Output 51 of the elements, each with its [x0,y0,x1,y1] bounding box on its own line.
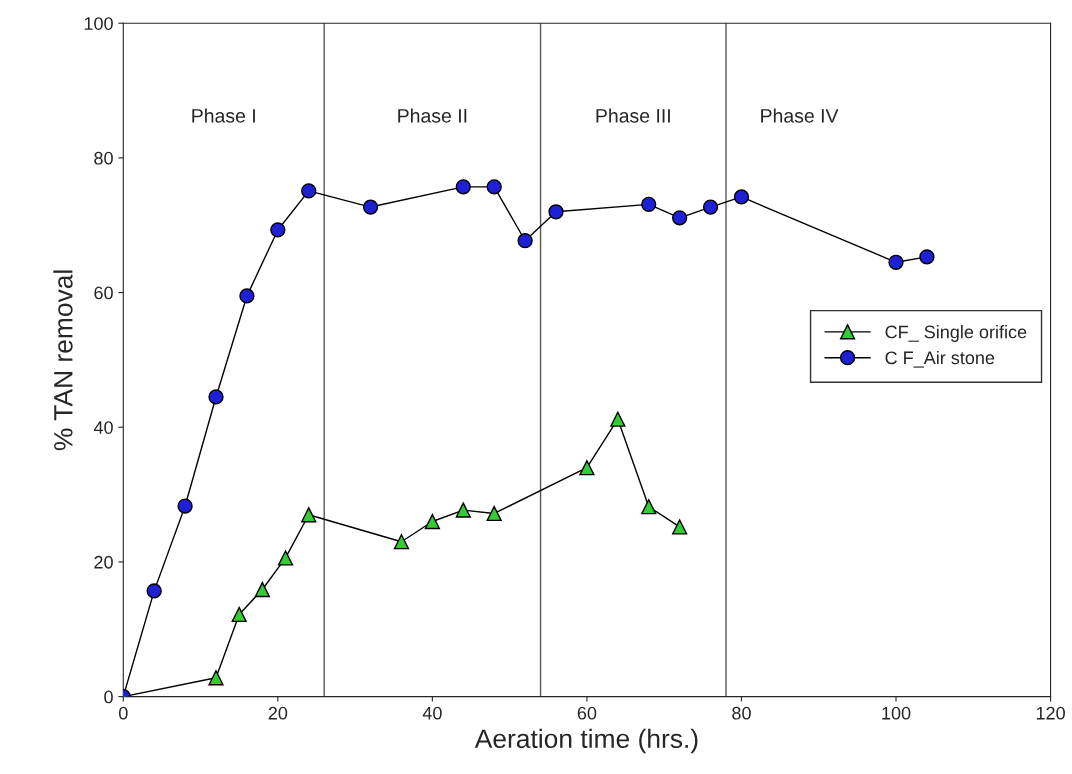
y-axis-title: % TAN removal [53,270,73,451]
annotation: Phase IV [761,108,839,123]
point [270,222,286,238]
point [486,179,502,195]
point [301,507,317,523]
annotation: Phase II [398,108,467,123]
point [393,534,410,550]
point [641,499,657,515]
point [486,505,502,522]
point [672,210,688,226]
point [455,502,471,518]
point [277,550,294,566]
y-tick-label: 100 [84,17,113,30]
point [362,199,379,215]
point [208,389,224,405]
point [610,411,626,427]
point [548,204,564,220]
point [177,498,193,514]
point [919,249,935,265]
point [672,519,688,535]
y-tick-label: 0 [104,690,113,704]
y-tick-label: 40 [93,421,113,434]
y-tick-label: 20 [94,555,113,569]
point [733,189,750,205]
point [579,460,595,476]
x-axis-title: Aeration time (hrs.) [474,728,698,754]
y-tick-label: 80 [94,151,113,165]
point [517,233,533,249]
point [208,670,224,686]
y-tick-label: 60 [94,286,113,300]
point [888,254,904,270]
annotation: Phase I [192,108,255,123]
point [231,606,247,623]
x-tick-label: 60 [577,706,597,720]
point [641,196,657,212]
x-tick-label: 80 [732,706,751,720]
point [146,583,162,599]
point [424,513,441,530]
x-tick-label: 40 [422,706,442,720]
annotation: Phase III [596,108,670,123]
legend-label: CF_ Single orifice [885,325,1027,342]
legend-label: C F_Air stone [885,350,995,368]
x-tick-label: 100 [882,706,911,720]
x-tick-label: 120 [1036,706,1065,720]
point [239,288,255,304]
point [455,179,471,195]
point [702,199,719,215]
point [254,581,271,598]
x-tick-label: 0 [118,706,128,720]
x-tick-label: 20 [268,706,288,720]
point [301,183,317,199]
